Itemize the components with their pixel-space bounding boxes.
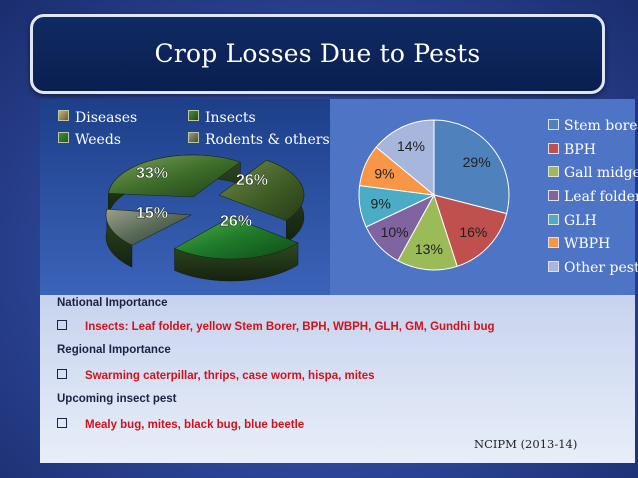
slide-title: Crop Losses Due to Pests bbox=[154, 39, 481, 68]
legend-swatch-icon bbox=[548, 166, 559, 178]
legend-item-weeds: Weeds bbox=[58, 132, 121, 148]
legend-item: GLH bbox=[548, 213, 638, 237]
pie-slice-diseases bbox=[218, 159, 305, 221]
legend-swatch-icon bbox=[548, 213, 559, 225]
diseases-swatch-icon bbox=[58, 110, 69, 121]
pie-data-label: 29% bbox=[463, 154, 491, 170]
pie-data-label: 10% bbox=[381, 224, 409, 240]
pie-data-label: 15% bbox=[136, 205, 168, 222]
legend-label: Insects bbox=[205, 110, 256, 126]
legend-label: BPH bbox=[564, 141, 596, 158]
pie-data-label: 33% bbox=[136, 165, 168, 182]
legend-label: Rodents & others bbox=[205, 132, 330, 148]
weeds-swatch-icon bbox=[58, 132, 69, 143]
title-box: Crop Losses Due to Pests bbox=[30, 14, 605, 94]
legend-item-insects: Insects bbox=[188, 110, 256, 126]
pie-data-label: 9% bbox=[374, 166, 394, 182]
pie-slice-rodents-others bbox=[105, 208, 193, 246]
legend-swatch-icon bbox=[548, 261, 559, 273]
pie-slice-bph bbox=[433, 194, 508, 267]
legend-item: Gall midge bbox=[548, 165, 638, 189]
legend-swatch-icon bbox=[548, 119, 559, 130]
pie-slice-insects bbox=[173, 216, 299, 260]
pie-data-label: 26% bbox=[220, 213, 252, 230]
national-item: Insects: Leaf folder, yellow Stem Borer,… bbox=[57, 320, 495, 333]
checkbox-bullet-icon bbox=[57, 320, 67, 330]
legend-swatch-icon bbox=[548, 142, 559, 154]
national-item-text: Insects: Leaf folder, yellow Stem Borer,… bbox=[85, 321, 495, 333]
regional-item: Swarming caterpillar, thrips, case worm,… bbox=[57, 369, 375, 382]
legend-label: Weeds bbox=[75, 132, 121, 148]
right-legend: Stem bore BPH Gall midge Leaf folder GLH WBPH… bbox=[548, 118, 638, 284]
legend-label: Stem bore bbox=[564, 118, 638, 134]
legend-item-diseases: Diseases bbox=[58, 110, 137, 126]
insects-swatch-icon bbox=[188, 110, 199, 121]
upcoming-heading: Upcoming insect pest bbox=[57, 393, 177, 405]
pie-data-label: 14% bbox=[397, 138, 425, 154]
checkbox-bullet-icon bbox=[57, 369, 67, 379]
pie-slice-stem-bore bbox=[433, 119, 510, 215]
legend-label: Leaf folder bbox=[564, 189, 638, 206]
legend-item-rodents: Rodents & others bbox=[188, 132, 330, 148]
legend-label: WBPH bbox=[564, 236, 611, 253]
legend-label: Gall midge bbox=[564, 165, 638, 182]
legend-item: Leaf folder bbox=[548, 189, 638, 213]
legend-swatch-icon bbox=[548, 237, 559, 249]
pie-slice-weeds bbox=[107, 154, 241, 198]
upcoming-item: Mealy bug, mites, black bug, blue beetle bbox=[57, 418, 304, 431]
pie-slice-gall-midge bbox=[397, 193, 458, 271]
legend-label: GLH bbox=[564, 212, 597, 229]
legend-item: WBPH bbox=[548, 236, 638, 260]
checkbox-bullet-icon bbox=[57, 418, 67, 428]
pie-data-label: 26% bbox=[236, 172, 268, 189]
notes-panel bbox=[40, 295, 635, 463]
pie-data-label: 13% bbox=[415, 241, 443, 257]
legend-item: BPH bbox=[548, 142, 638, 166]
regional-heading: Regional Importance bbox=[57, 344, 171, 356]
legend-label: Diseases bbox=[75, 110, 138, 126]
national-heading: National Importance bbox=[57, 297, 168, 309]
rodents-swatch-icon bbox=[188, 132, 199, 143]
upcoming-item-text: Mealy bug, mites, black bug, blue beetle bbox=[85, 419, 305, 431]
legend-label: Other pests bbox=[564, 260, 638, 277]
legend-item: Other pests bbox=[548, 260, 638, 284]
legend-item: Stem bore bbox=[548, 118, 638, 142]
regional-item-text: Swarming caterpillar, thrips, case worm,… bbox=[85, 370, 375, 382]
source-citation: NCIPM (2013-14) bbox=[474, 437, 578, 451]
pie-data-label: 9% bbox=[371, 195, 391, 211]
pie-data-label: 16% bbox=[459, 224, 487, 240]
pie-slice-other-pests bbox=[375, 119, 435, 197]
legend-swatch-icon bbox=[548, 190, 559, 202]
